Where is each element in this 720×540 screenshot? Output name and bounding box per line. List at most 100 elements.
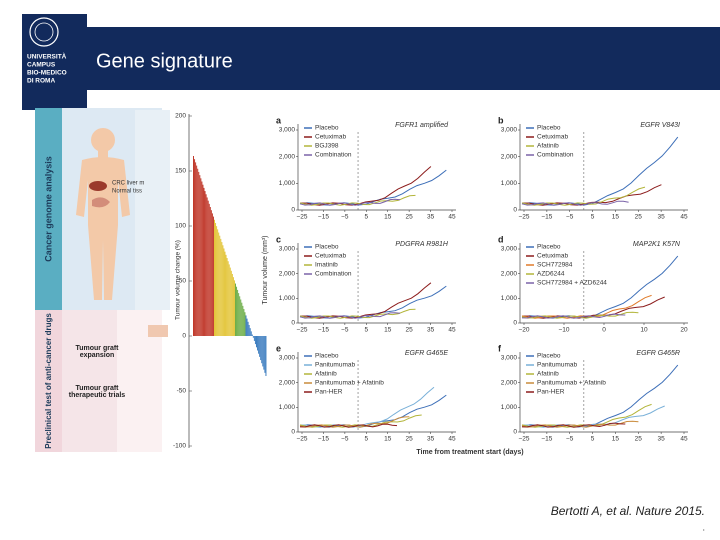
legend-label: Cetuximab (537, 253, 568, 260)
waterfall-bar (231, 273, 233, 336)
y-tick-label: 2,000 (501, 270, 518, 277)
legend-label: Panitumumab + Afatinib (537, 380, 606, 387)
waterfall-bar (229, 267, 231, 336)
waterfall-bar (193, 156, 194, 336)
x-tick-label: −25 (296, 327, 307, 334)
waterfall-bar (265, 336, 267, 376)
waterfall-bar (209, 207, 211, 336)
panel-title: MAP2K1 K57N (633, 241, 681, 248)
legend-label: Placebo (537, 125, 561, 132)
x-tick-label: 15 (612, 214, 620, 221)
legend-label: BGJ398 (315, 143, 339, 150)
waterfall-bar (247, 321, 249, 336)
waterfall-bar (216, 226, 218, 336)
x-tick-label: 35 (427, 436, 435, 443)
x-tick-label: 25 (635, 214, 643, 221)
waterfall-bar (219, 235, 221, 336)
waterfall-bar (225, 254, 227, 336)
y-tick-label: 1,000 (279, 180, 296, 187)
waterfall-bar (235, 283, 236, 336)
title-bar (87, 27, 720, 90)
label: Tumour graft expansion (75, 345, 119, 359)
waterfall-bar (223, 248, 225, 336)
waterfall-bar (204, 191, 206, 336)
waterfall-bar (252, 336, 254, 338)
y-tick-label: 50 (179, 278, 187, 285)
legend-label: Placebo (315, 125, 339, 132)
y-tick-label: -100 (173, 443, 186, 450)
panel-title: PDGFRA R981H (395, 241, 449, 248)
waterfall-bar (243, 309, 245, 336)
x-tick-label: 25 (406, 214, 414, 221)
y-tick-label: 3,000 (279, 246, 296, 253)
panel-letter: a (276, 115, 282, 125)
curve (299, 194, 416, 206)
panel-title: FGFR1 amplified (395, 122, 449, 129)
x-tick-label: −20 (518, 327, 529, 334)
waterfall-bar (230, 270, 232, 336)
x-tick-label: 15 (384, 436, 392, 443)
panel-letter: d (498, 234, 504, 244)
waterfall-bar (249, 328, 251, 336)
waterfall-bar (196, 165, 198, 336)
x-tick-label: 25 (406, 436, 414, 443)
waterfall-bar (245, 315, 247, 336)
y-tick-label: 1,000 (501, 180, 518, 187)
label-box: Tumour graft expansion (75, 345, 119, 359)
x-tick-label: −25 (518, 436, 529, 443)
drug-box (148, 325, 168, 337)
waterfall-bar (239, 296, 241, 336)
y-tick-label: 150 (175, 168, 186, 175)
y-tick-label: 0 (513, 320, 517, 327)
y-tick-label: 2,000 (501, 153, 518, 160)
x-tick-label: 0 (602, 327, 606, 334)
waterfall-bar (206, 197, 208, 336)
legend-label: Afatinib (537, 371, 559, 378)
logo-seal-inner (34, 22, 54, 42)
waterfall-bar (221, 242, 223, 336)
curve (521, 405, 665, 428)
x-tick-label: 15 (612, 436, 620, 443)
curve (521, 403, 652, 428)
x-tick-label: 5 (591, 214, 595, 221)
panel-letter: b (498, 115, 504, 125)
panel-letter: c (276, 234, 281, 244)
waterfall-bar (264, 336, 266, 373)
x-tick-label: −15 (318, 327, 329, 334)
x-tick-label: 25 (406, 327, 414, 334)
y-tick-label: -50 (177, 388, 187, 395)
legend-label: Placebo (315, 353, 339, 360)
x-tick-label: 25 (635, 436, 643, 443)
x-tick-label: 35 (427, 214, 435, 221)
x-tick-label: 5 (591, 436, 595, 443)
waterfall-bar (251, 334, 253, 336)
waterfall-bar (207, 200, 209, 336)
y-tick-label: 1,000 (279, 404, 296, 411)
x-tick-label: −25 (296, 436, 307, 443)
legend-label: SCH772984 + AZD6244 (537, 280, 607, 287)
x-tick-label: −15 (318, 436, 329, 443)
logo-text: BIO-MEDICO (27, 70, 67, 77)
x-tick-label: −5 (341, 436, 349, 443)
x-tick-label: −15 (541, 214, 552, 221)
x-tick-label: −25 (518, 214, 529, 221)
y-tick-label: 3,000 (279, 355, 296, 362)
waterfall-bar (256, 336, 257, 348)
label: Normal tiss (112, 189, 142, 195)
waterfall-bar (260, 336, 262, 361)
waterfall-bar (210, 210, 212, 336)
waterfall-bar (250, 331, 252, 336)
waterfall-bar (208, 203, 210, 336)
section-strip (35, 108, 62, 310)
waterfall-bar (227, 261, 229, 336)
x-tick-label: 5 (364, 436, 368, 443)
legend-label: Panitumumab (537, 362, 577, 369)
curve (299, 166, 432, 206)
y-tick-label: 3,000 (501, 355, 518, 362)
waterfall-bar (222, 245, 224, 336)
citation: Bertotti A, et al. Nature 2015. (551, 504, 705, 518)
x-tick-label: 10 (640, 327, 648, 334)
panel-letter: f (498, 343, 502, 353)
x-tick-label: 45 (448, 327, 456, 334)
logo-seal (29, 17, 59, 47)
